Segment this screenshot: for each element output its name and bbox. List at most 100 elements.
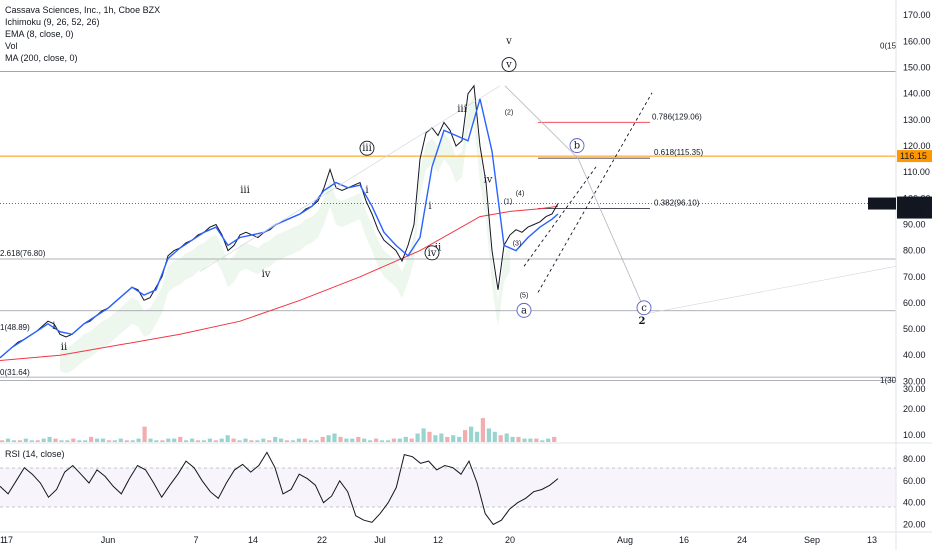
legend-ichimoku: Ichimoku (9, 26, 52, 26)	[5, 17, 100, 27]
x-tick-10: 24	[737, 535, 747, 545]
marker-tag-text: 116.15	[900, 151, 927, 161]
projection-path	[504, 85, 646, 311]
volume-bar-46	[273, 436, 278, 442]
volume-bar-93	[552, 436, 557, 442]
wave-label-11: b	[574, 141, 580, 152]
volume-bar-50	[296, 438, 301, 442]
price-axis[interactable]: 170.00 160.00 150.00 140.00 130.00 120.00 110.…	[903, 10, 931, 529]
wave-label-16: iii	[457, 104, 467, 115]
price-tick-6: 110.00	[903, 167, 930, 177]
chart-legend: Cassava Sciences, Inc., 1h, Cboe BZX Ich…	[5, 4, 160, 64]
volume-bar-61	[362, 438, 367, 442]
volume-bar-15	[89, 436, 94, 442]
volume-bar-14	[83, 440, 88, 442]
volume-bar-0	[0, 440, 5, 442]
volume-bar-3	[17, 440, 22, 442]
fib-label-3: 2.618(76.80)	[0, 249, 46, 258]
volume-bar-73	[433, 435, 438, 442]
volume-bar-12	[71, 438, 76, 442]
wave-label-19: iv	[428, 248, 437, 259]
last-price-text: 98.00	[901, 198, 924, 208]
wave-label-1: ii	[61, 342, 67, 353]
wave-label-12: c	[641, 303, 647, 314]
volume-bar-43	[255, 440, 260, 442]
volume-bar-59	[350, 438, 355, 442]
volume-bar-79	[469, 426, 474, 442]
volume-bar-83	[492, 431, 497, 442]
volume-bar-55	[326, 435, 331, 442]
x-tick-11: Sep	[804, 535, 820, 545]
volume-bar-38	[225, 435, 230, 442]
fib-label-2: 0.382(96.10)	[654, 199, 700, 208]
rsi-path	[0, 451, 559, 526]
volume-bars	[0, 418, 557, 442]
last-price-tag-bg	[897, 196, 932, 219]
rsi-line	[0, 451, 559, 526]
wave-label-21: i	[365, 185, 368, 196]
x-tick-7: 20	[505, 535, 515, 545]
symbol-tag-bg	[868, 197, 896, 210]
x-tick-12: 13	[867, 535, 877, 545]
volume-bar-75	[445, 436, 450, 442]
volume-bar-64	[379, 440, 385, 442]
volume-bar-58	[344, 438, 349, 442]
x-tick-3: 14	[248, 535, 258, 545]
channel-lower	[523, 166, 597, 267]
price-tick-5: 120.00	[903, 141, 931, 151]
volume-bar-42	[249, 440, 254, 442]
price-tick-8: 90.00	[903, 219, 926, 229]
fib-label-1: 0.618(115.35)	[654, 148, 704, 157]
volume-bar-70	[415, 433, 420, 442]
fib-levels: 0.786(129.06) 0.618(115.35) 0.382(96.10) 2.…	[0, 41, 897, 385]
wave-circle-4	[501, 57, 517, 72]
volume-bar-81	[480, 418, 485, 442]
volume-bar-18	[106, 440, 112, 442]
volume-bar-32	[190, 438, 195, 442]
price-tick-12: 50.00	[903, 324, 926, 334]
ma-200-path	[0, 205, 559, 361]
wave-label-5: (1)	[504, 199, 513, 206]
wave-label-10: a	[521, 305, 527, 316]
rsi-tick-2: 40.00	[903, 498, 926, 508]
volume-bar-1	[5, 438, 11, 442]
volume-bar-13	[77, 440, 82, 442]
x-tick-6: 12	[433, 535, 443, 545]
x-tick-1: Jun	[101, 535, 116, 545]
wave-label-3: iv	[262, 269, 271, 280]
fib-label-6: 0(15	[880, 41, 897, 50]
volume-bar-6	[35, 440, 40, 442]
price-pane[interactable]: 0.786(129.06) 0.618(115.35) 0.382(96.10) 2.…	[0, 0, 897, 385]
volume-bar-41	[243, 438, 248, 442]
volume-tick-1: 20.00	[903, 404, 926, 414]
price-tick-4: 130.00	[903, 115, 931, 125]
symbol-tag-text: SAVA	[872, 199, 895, 209]
wave-label-9: (5)	[520, 293, 529, 300]
volume-bar-30	[178, 436, 183, 442]
rsi-pane[interactable]	[0, 451, 896, 526]
volume-bar-29	[172, 438, 177, 442]
volume-bar-44	[261, 438, 266, 442]
time-axis[interactable]: 17 Jun 7 14 22 Jul 12 20 Aug 16 24 Sep 13 21	[0, 535, 877, 545]
volume-bar-53	[314, 440, 319, 442]
price-tick-0: 170.00	[903, 10, 931, 20]
legend-ma: MA (200, close, 0)	[5, 53, 78, 63]
channel-upper	[537, 92, 653, 293]
volume-bar-76	[451, 435, 456, 442]
wave-label-17: iv	[484, 175, 493, 186]
wave-projection	[199, 85, 897, 314]
wave-label-4: v	[505, 60, 512, 71]
volume-bar-82	[486, 428, 491, 442]
volume-bar-90	[534, 438, 539, 442]
x-tick-9: 16	[679, 535, 689, 545]
volume-bar-11	[65, 440, 70, 442]
countdown-text: 51:08	[901, 208, 924, 218]
volume-bar-49	[290, 440, 296, 442]
volume-bar-20	[118, 438, 123, 442]
price-tick-13: 40.00	[903, 350, 926, 360]
wave-labels: iiiiiiivv(1)(2)(3)(4)(5)abc2iiiiiiiviiii…	[52, 36, 652, 353]
ichimoku-cloud-area	[60, 96, 510, 374]
volume-bar-9	[53, 438, 58, 442]
volume-bar-7	[41, 438, 46, 442]
volume-bar-63	[374, 438, 379, 442]
